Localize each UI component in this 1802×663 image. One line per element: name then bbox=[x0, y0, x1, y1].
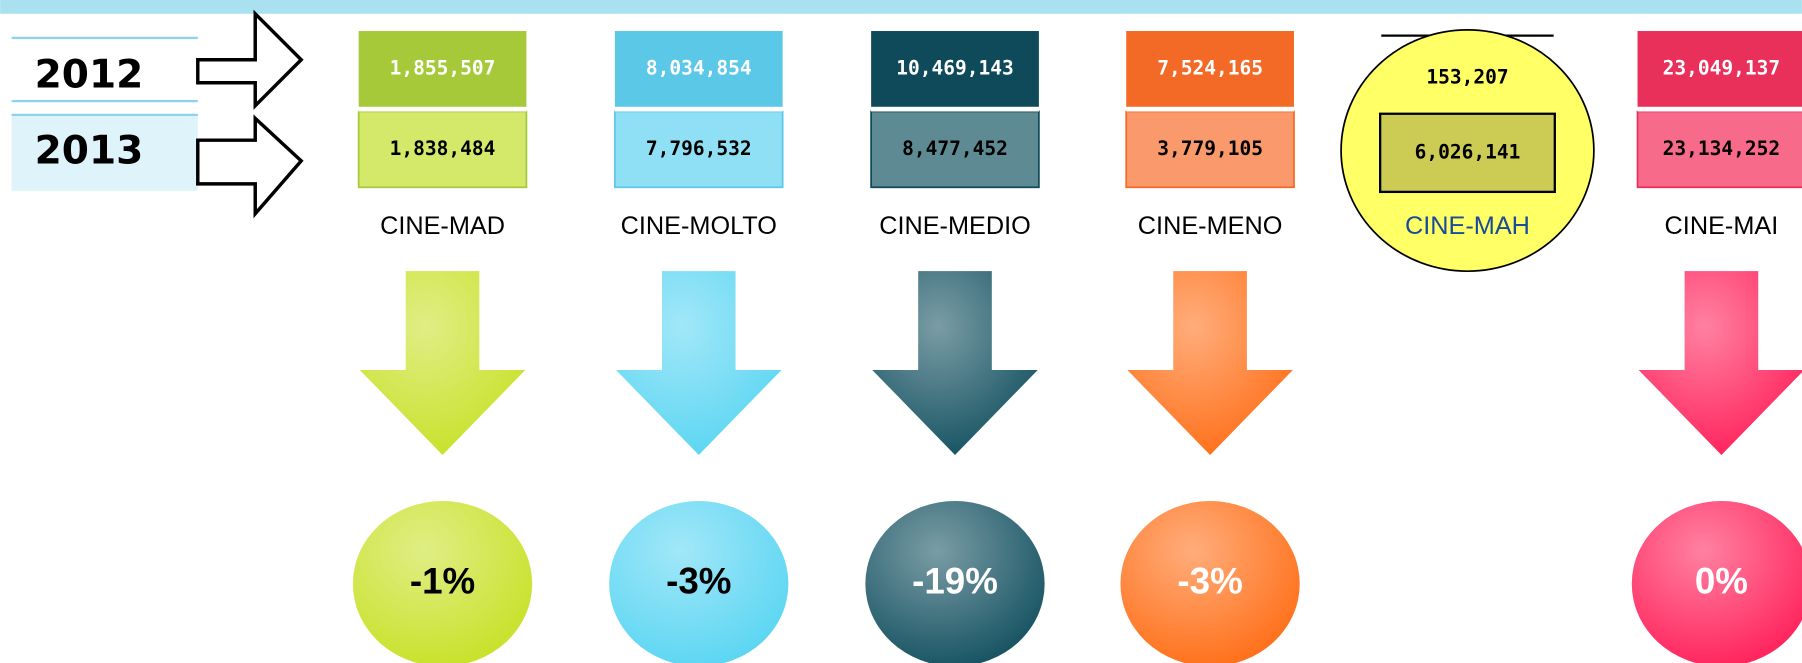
value-box bbox=[1379, 112, 1556, 194]
value-2012: 153,207 bbox=[1426, 66, 1508, 89]
value-2012: 1,855,507 bbox=[390, 56, 496, 79]
change-label: -3% bbox=[666, 560, 731, 601]
outline-arrow bbox=[196, 114, 304, 219]
arrow-shine bbox=[616, 271, 782, 456]
arrow-shine bbox=[1127, 271, 1293, 456]
top-band bbox=[0, 0, 1802, 14]
value-2013: 7,796,532 bbox=[646, 137, 752, 160]
column-name: CINE-MAI bbox=[1665, 212, 1779, 240]
change-label: -3% bbox=[1177, 560, 1242, 601]
value-box-2012 bbox=[358, 31, 527, 107]
year-box bbox=[11, 114, 198, 191]
column-name: CINE-MAH bbox=[1405, 212, 1530, 240]
circle-shine bbox=[865, 501, 1045, 663]
circle-shine bbox=[609, 501, 789, 663]
value-box-2012 bbox=[1126, 31, 1294, 107]
value-2013: 1,838,484 bbox=[390, 137, 496, 160]
column-name: CINE-MENO bbox=[1138, 212, 1283, 240]
change-label: -1% bbox=[410, 560, 475, 601]
value-box-2013 bbox=[614, 110, 784, 189]
value-2013: 23,134,252 bbox=[1663, 137, 1781, 160]
circle-shine bbox=[1120, 501, 1300, 663]
value-2012: 10,469,143 bbox=[896, 56, 1014, 79]
value-box-2013 bbox=[1125, 110, 1295, 189]
value-box-2012 bbox=[1637, 31, 1802, 107]
change-label: -19% bbox=[912, 560, 998, 601]
column-name: CINE-MOLTO bbox=[621, 212, 777, 240]
change-label: 0% bbox=[1695, 560, 1748, 601]
column-name: CINE-MEDIO bbox=[879, 212, 1031, 240]
circle-shine bbox=[352, 501, 533, 663]
outline-arrow bbox=[196, 9, 304, 110]
value-box-2012 bbox=[614, 31, 783, 107]
value-2013: 3,779,105 bbox=[1157, 137, 1263, 160]
year-label: 2013 bbox=[35, 128, 144, 173]
arrow-shine bbox=[1638, 271, 1802, 456]
arrow-shine bbox=[872, 271, 1038, 456]
value-2013: 8,477,452 bbox=[902, 137, 1008, 160]
value-2012: 23,049,137 bbox=[1663, 56, 1781, 79]
column-name: CINE-MAD bbox=[380, 212, 505, 240]
value-box-2013 bbox=[357, 110, 528, 189]
value-box-2012 bbox=[871, 31, 1039, 107]
value-2012: 8,034,854 bbox=[646, 56, 752, 79]
value-2013: 6,026,141 bbox=[1415, 140, 1521, 163]
value-2012: 7,524,165 bbox=[1157, 56, 1263, 79]
value-box-2013 bbox=[870, 110, 1040, 189]
arrow-shine bbox=[359, 271, 526, 456]
circle-shine bbox=[1631, 501, 1802, 663]
year-label: 2012 bbox=[35, 52, 144, 97]
value-box-2013 bbox=[1636, 110, 1802, 189]
